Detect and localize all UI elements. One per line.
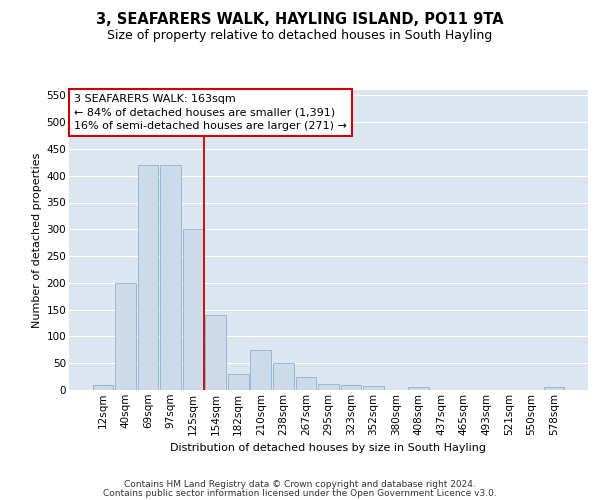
Text: Contains HM Land Registry data © Crown copyright and database right 2024.: Contains HM Land Registry data © Crown c… [124, 480, 476, 489]
Bar [160, 165, 181, 390]
Text: 3 SEAFARERS WALK: 163sqm
← 84% of detached houses are smaller (1,391)
16% of sem: 3 SEAFARERS WALK: 163sqm ← 84% of detach… [74, 94, 347, 131]
Text: Contains public sector information licensed under the Open Government Licence v3: Contains public sector information licen… [103, 490, 497, 498]
Bar [205, 315, 226, 390]
Bar [115, 283, 136, 390]
Bar [341, 384, 361, 390]
Text: Size of property relative to detached houses in South Hayling: Size of property relative to detached ho… [107, 29, 493, 42]
Bar [544, 388, 565, 390]
Bar [250, 350, 271, 390]
Bar [363, 386, 384, 390]
Y-axis label: Number of detached properties: Number of detached properties [32, 152, 43, 328]
X-axis label: Distribution of detached houses by size in South Hayling: Distribution of detached houses by size … [170, 443, 487, 453]
Bar [137, 165, 158, 390]
Bar [318, 384, 339, 390]
Text: 3, SEAFARERS WALK, HAYLING ISLAND, PO11 9TA: 3, SEAFARERS WALK, HAYLING ISLAND, PO11 … [96, 12, 504, 28]
Bar [409, 388, 429, 390]
Bar [228, 374, 248, 390]
Bar [296, 376, 316, 390]
Bar [92, 384, 113, 390]
Bar [273, 363, 294, 390]
Bar [183, 230, 203, 390]
